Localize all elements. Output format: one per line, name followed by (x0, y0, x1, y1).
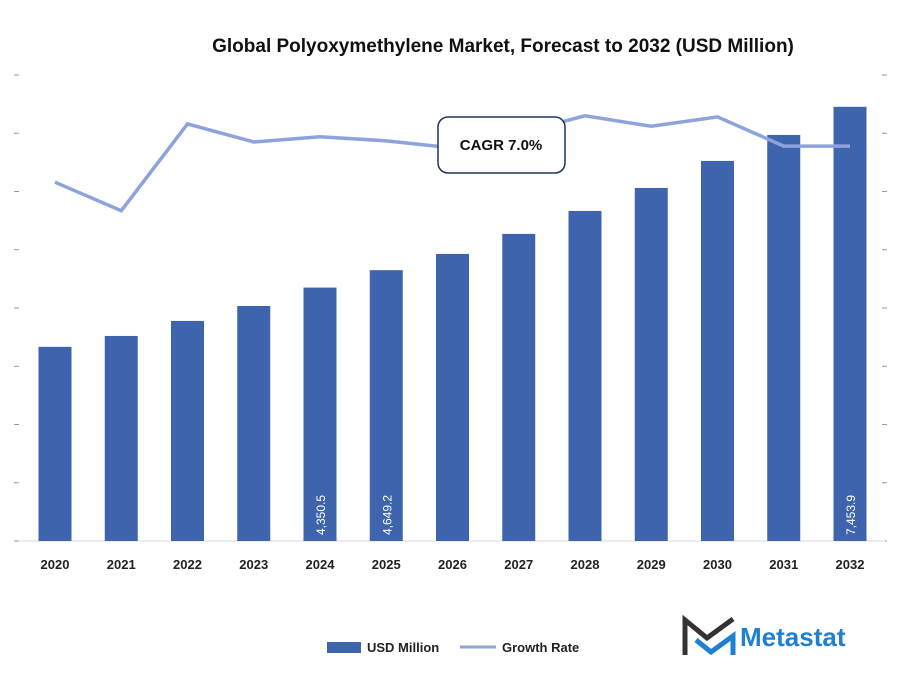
legend-label-usd: USD Million (367, 640, 439, 655)
x-tick-label: 2021 (107, 557, 136, 572)
x-tick-label: 2030 (703, 557, 732, 572)
data-label-2024: 4,350.5 (314, 495, 328, 535)
x-tick-label: 2028 (571, 557, 600, 572)
bar-2027 (502, 233, 536, 541)
bar-2022 (171, 320, 204, 541)
cagr-box (437, 116, 566, 174)
data-label-2032: 7,453.9 (844, 495, 858, 535)
data-label-2025: 4,649.2 (380, 495, 394, 535)
x-tick-label: 2022 (173, 557, 202, 572)
cagr-label: CAGR 7.0% (460, 137, 543, 154)
metastat-logo: Metastat (682, 614, 846, 656)
x-tick-label: 2025 (372, 557, 401, 572)
bar-2021 (104, 335, 138, 541)
x-tick-label: 2032 (836, 557, 865, 572)
bar-2029 (634, 187, 668, 541)
x-tick-label: 2026 (438, 557, 467, 572)
legend-label-growth: Growth Rate (502, 640, 579, 655)
bar-2026 (436, 253, 469, 541)
x-tick-label: 2020 (41, 557, 70, 572)
x-tick-label: 2027 (504, 557, 533, 572)
bar-2020 (38, 346, 72, 541)
bar-2024 (303, 287, 337, 541)
legend: USD Million Growth Rate (327, 640, 579, 655)
x-tick-label: 2029 (637, 557, 666, 572)
bar-2032 (833, 106, 867, 541)
bar-2023 (237, 305, 271, 541)
logo-text: Metastat (740, 622, 846, 652)
x-tick-label: 2031 (769, 557, 798, 572)
logo-mark-dark (682, 614, 735, 655)
cagr-annotation: CAGR 7.0% (437, 116, 566, 174)
chart-title: Global Polyoxymethylene Market, Forecast… (212, 36, 794, 57)
bar-2025 (369, 270, 403, 541)
bar-2031 (767, 134, 801, 541)
logo-mark-blue (694, 631, 736, 656)
bar-2028 (568, 210, 602, 541)
bar-2030 (701, 160, 734, 541)
x-tick-label: 2023 (239, 557, 268, 572)
x-tick-label: 2024 (306, 557, 336, 572)
legend-swatch-bar (327, 642, 361, 653)
